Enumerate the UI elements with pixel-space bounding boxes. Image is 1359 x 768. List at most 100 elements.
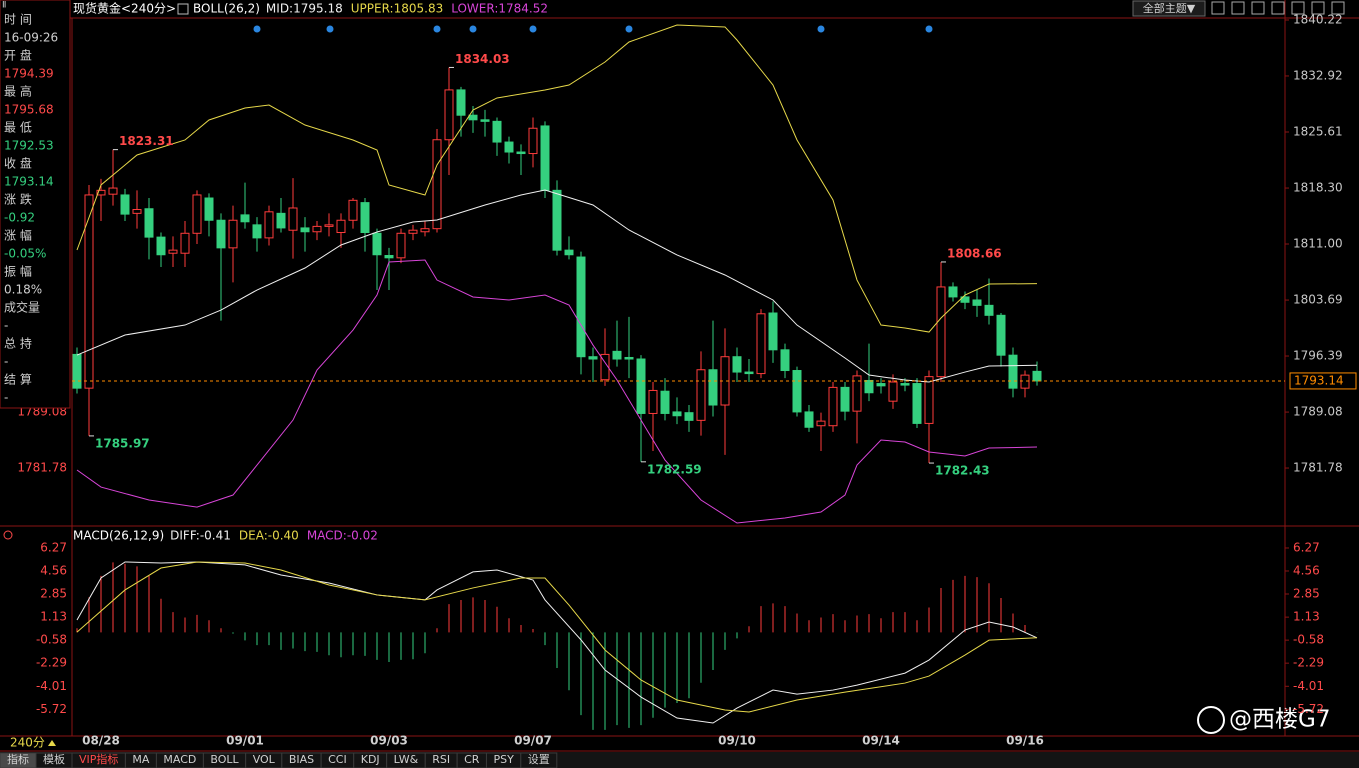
candle-body (444, 89, 454, 141)
event-dot[interactable] (529, 25, 537, 33)
candle-body (744, 371, 754, 375)
candle-body (936, 286, 946, 378)
y-tick-label: -0.58 (1293, 633, 1324, 647)
candle-body (876, 383, 886, 387)
candle-body (948, 286, 958, 298)
theme-button-label[interactable]: 全部主题▼ (1143, 1, 1196, 15)
info-label: 时 间 (4, 13, 32, 27)
info-label: 最 低 (4, 121, 32, 135)
event-dot[interactable] (253, 25, 261, 33)
icon-button[interactable] (1251, 1, 1265, 15)
candle-body (504, 141, 514, 153)
candle-body (996, 314, 1006, 356)
event-dot[interactable] (817, 25, 825, 33)
candle-body (852, 375, 862, 412)
indicator-line (76, 189, 1038, 383)
candle-body (180, 232, 190, 254)
candle-body (468, 114, 478, 121)
indicator-icon[interactable] (177, 3, 189, 15)
y-tick-label: 4.56 (1293, 563, 1320, 577)
toolbar-tab-label[interactable]: BOLL (210, 753, 239, 766)
info-label: 振 幅 (4, 264, 32, 279)
event-dot[interactable] (326, 25, 334, 33)
watermark: @西楼G7 (1197, 706, 1330, 734)
candle-body (168, 249, 178, 254)
candle-body (900, 383, 910, 386)
candle-body (684, 412, 694, 421)
toolbar-tab-label[interactable]: CR (464, 753, 480, 766)
toolbar-tab-label[interactable]: 指标 (7, 752, 29, 766)
event-dot[interactable] (469, 25, 477, 33)
candle-body (348, 199, 358, 221)
info-value: 1795.68 (4, 103, 54, 117)
info-value: -0.05% (4, 247, 46, 261)
y-tick-label: 1803.69 (1293, 293, 1343, 307)
last-price-label: 1793.14 (1294, 373, 1344, 387)
toolbar-tab-label[interactable]: 模板 (43, 752, 65, 766)
event-dot[interactable] (925, 25, 933, 33)
info-label: 涨 跌 (4, 192, 32, 207)
candle-body (756, 313, 766, 375)
y-tick-label: 1832.92 (1293, 68, 1343, 82)
candle-body (240, 214, 250, 223)
toolbar-tab-label[interactable]: MACD (163, 753, 196, 766)
toolbar-tab-label[interactable]: BIAS (289, 753, 314, 766)
info-value: 1793.14 (4, 175, 54, 189)
indicator-name: BOLL(26,2) (193, 2, 260, 16)
y-tick-label-left: -2.29 (36, 656, 67, 670)
candle-body (624, 356, 634, 360)
icon-button[interactable] (1331, 1, 1345, 15)
candle-body (372, 232, 382, 256)
toolbar-tab-label[interactable]: LW& (394, 753, 419, 766)
candle-body (204, 197, 214, 221)
macd-settings-icon[interactable] (3, 530, 13, 540)
info-icon: Ⅱ (2, 1, 6, 11)
y-tick-label: -2.29 (1293, 656, 1324, 670)
icon-button[interactable] (1311, 1, 1325, 15)
candle-body (72, 353, 82, 389)
toolbar-tab-label[interactable]: MA (132, 753, 149, 766)
candle-body (804, 411, 814, 428)
x-tick-label: 09/16 (1006, 734, 1044, 748)
event-dot[interactable] (433, 25, 441, 33)
candle-body (192, 194, 202, 234)
icon-button[interactable] (1291, 1, 1305, 15)
icon-button[interactable] (1271, 1, 1285, 15)
candle-body (480, 119, 490, 122)
y-tick-label: 1811.00 (1293, 237, 1343, 251)
period-label[interactable]: 240分 (10, 736, 45, 750)
info-value: - (4, 355, 8, 369)
y-tick-label-left: -0.58 (36, 633, 67, 647)
toolbar-tab[interactable] (520, 752, 558, 768)
toolbar-tab-label[interactable]: 设置 (528, 753, 550, 766)
candle-body (108, 187, 118, 195)
theme-button[interactable] (1132, 0, 1206, 17)
period-arrow[interactable] (48, 740, 56, 746)
toolbar-tab-label[interactable]: RSI (432, 753, 450, 766)
info-value: -0.92 (4, 211, 35, 225)
candle-body (156, 236, 166, 256)
candle-body (672, 411, 682, 417)
candle-body (300, 227, 310, 233)
info-value: 0.18% (4, 283, 42, 297)
legend-entry: LOWER:1784.52 (451, 2, 548, 16)
icon-button[interactable] (1231, 1, 1245, 15)
info-value: - (4, 319, 8, 333)
toolbar-tab-label[interactable]: VIP指标 (79, 752, 118, 766)
toolbar-tab-label[interactable]: CCI (328, 753, 347, 766)
candle-body (336, 219, 346, 234)
toolbar-tab-label[interactable]: VOL (253, 753, 276, 766)
candle-body (384, 255, 394, 259)
candle-body (984, 304, 994, 316)
candle-body (636, 358, 646, 414)
x-tick-label: 09/14 (862, 734, 900, 748)
candle-body (888, 381, 898, 402)
toolbar-tab-label[interactable]: PSY (493, 753, 514, 766)
toolbar-tab-label[interactable]: KDJ (361, 753, 380, 766)
icon-button[interactable] (1211, 1, 1225, 15)
extreme-label: 1823.31 (119, 134, 174, 148)
candle-body (960, 296, 970, 303)
event-dot[interactable] (625, 25, 633, 33)
top-right-controls: 全部主题▼ (1132, 0, 1345, 17)
